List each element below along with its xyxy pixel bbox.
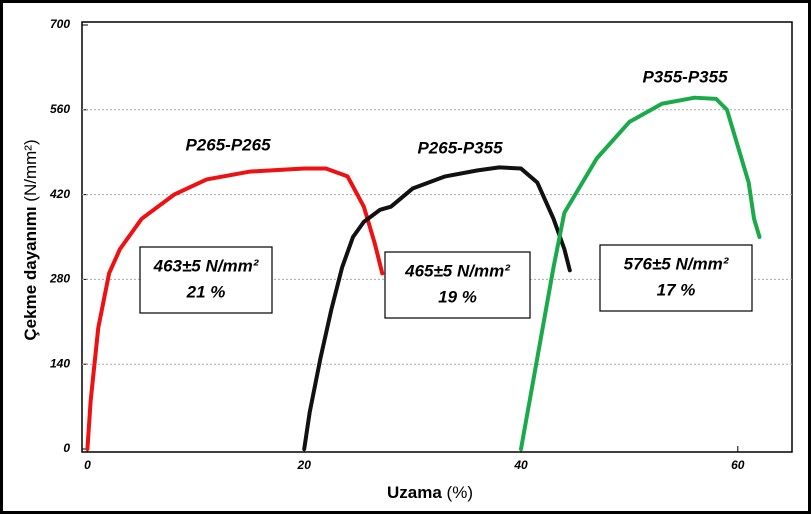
series-label: P265-P355	[417, 138, 503, 157]
series-line	[302, 165, 572, 451]
x-tick-label: 20	[297, 458, 312, 472]
series-label: P355-P355	[642, 67, 728, 86]
y-tick-label: 140	[50, 356, 70, 370]
y-tick-label: 560	[50, 102, 70, 116]
y-tick-label: 0	[63, 441, 70, 455]
y-label-unit: (N/mm²)	[21, 139, 40, 201]
x-tick-label: 0	[84, 458, 91, 472]
y-axis-label: Çekme dayanımı (N/mm²)	[21, 139, 40, 340]
x-label-main: Uzama	[387, 483, 442, 502]
x-axis-label: Uzama (%)	[387, 483, 473, 502]
annotation-text: 576±5 N/mm²	[624, 254, 730, 273]
series-line	[85, 166, 385, 451]
series-label: P265-P265	[185, 135, 271, 154]
annotation-box	[599, 244, 753, 312]
y-tick-label: 700	[50, 17, 70, 31]
series-line	[519, 95, 762, 451]
y-label-main: Çekme dayanımı	[21, 206, 40, 340]
annotation-text: 21 %	[186, 282, 226, 301]
x-tick-label: 60	[731, 458, 745, 472]
plot-area	[81, 21, 793, 453]
y-tick-label: 280	[49, 272, 70, 286]
annotation-box	[139, 246, 273, 314]
annotation-text: 17 %	[657, 280, 696, 299]
annotation-box	[384, 251, 531, 319]
annotation-text: 465±5 N/mm²	[404, 261, 511, 280]
x-label-unit: (%)	[447, 483, 473, 502]
y-tick-label: 420	[49, 187, 70, 201]
annotation-text: 463±5 N/mm²	[153, 256, 260, 275]
x-tick-label: 40	[513, 458, 528, 472]
annotation-text: 19 %	[438, 287, 477, 306]
